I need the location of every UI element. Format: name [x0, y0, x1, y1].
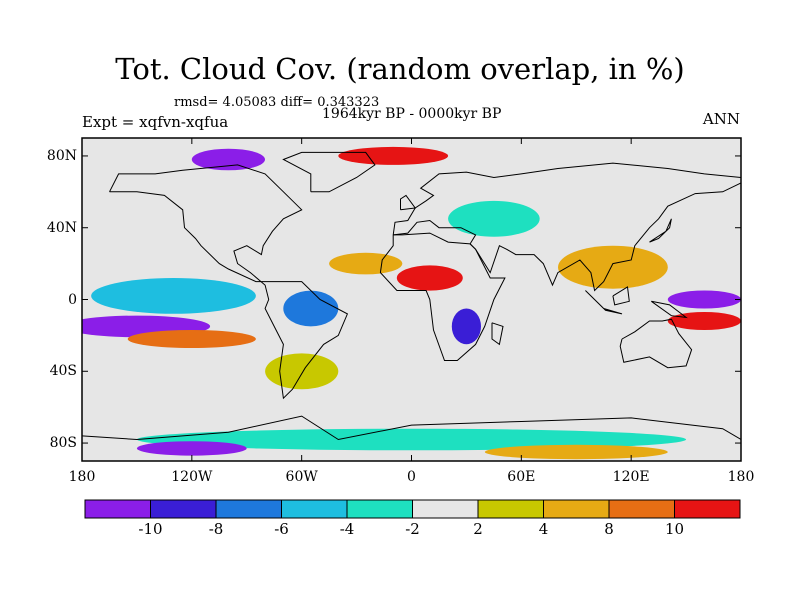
cloud-anomaly-field	[82, 146, 741, 460]
anomaly-patch	[191, 148, 265, 171]
colorbar-swatch	[477, 499, 544, 519]
colorbar-tick-label: -8	[208, 520, 224, 538]
world-map	[81, 137, 742, 462]
coastline	[379, 232, 506, 361]
colorbar-swatch	[412, 499, 479, 519]
colorbar-swatch	[608, 499, 675, 519]
coastline	[109, 164, 349, 400]
lat-tick-label: 0	[68, 291, 77, 308]
colorbar-swatch	[281, 499, 348, 519]
lon-tick-label: 120W	[171, 469, 213, 485]
anomaly-patch	[667, 290, 741, 309]
anomaly-patch	[558, 245, 668, 289]
anomaly-patch	[329, 252, 403, 275]
lon-tick-label: 60W	[285, 469, 318, 485]
colorbar-swatch	[543, 499, 610, 519]
colorbar-tick-label: 8	[604, 520, 614, 538]
anomaly-patch	[91, 278, 256, 314]
coastline	[491, 322, 504, 346]
colorbar-swatch	[84, 499, 151, 519]
lon-tick-label: 60E	[507, 469, 536, 485]
lat-tick-label: 80N	[46, 147, 77, 164]
coastline	[651, 300, 688, 319]
anomaly-patch	[396, 265, 463, 291]
coastline	[619, 318, 693, 369]
anomaly-patch	[136, 441, 247, 456]
stats-line: rmsd= 4.05083 diff= 0.343323	[174, 95, 380, 110]
anomaly-patch	[338, 146, 449, 165]
lat-tick-label: 40N	[46, 219, 77, 236]
period-line: 1964kyr BP - 0000kyr BP	[322, 106, 502, 122]
coastlines	[82, 151, 741, 441]
coastline	[282, 151, 376, 193]
coastline	[612, 286, 630, 306]
colorbar-tick-label: -2	[405, 520, 420, 538]
colorbar	[84, 499, 741, 519]
anomaly-patch	[283, 290, 339, 327]
lat-tick-label: 80S	[49, 435, 77, 452]
anomaly-patch	[451, 308, 481, 345]
colorbar-swatch	[150, 499, 217, 519]
lat-tick-label: 40S	[49, 363, 77, 380]
anomaly-patch	[448, 200, 540, 237]
lon-tick-label: 180	[68, 469, 96, 485]
season-label: ANN	[702, 110, 740, 128]
coastline	[400, 194, 417, 211]
anomaly-patch	[484, 444, 668, 460]
colorbar-tick-label: 2	[473, 520, 483, 538]
coastline	[585, 290, 623, 315]
anomaly-patch	[667, 312, 741, 330]
colorbar-tick-label: -6	[274, 520, 289, 538]
lon-tick-label: 180	[727, 469, 755, 485]
coastline	[649, 218, 672, 243]
colorbar-tick-label: 4	[538, 520, 549, 538]
colorbar-swatch	[346, 499, 413, 519]
experiment-line: Expt = xqfvn-xqfua	[82, 113, 229, 131]
colorbar-swatch	[215, 499, 282, 519]
colorbar-swatch	[674, 499, 741, 519]
anomaly-patch	[127, 330, 256, 348]
plot-title: Tot. Cloud Cov. (random overlap, in %)	[115, 52, 685, 86]
lon-tick-label: 0	[407, 469, 416, 485]
anomaly-patch	[265, 353, 339, 390]
colorbar-tick-label: -4	[339, 520, 355, 538]
anomaly-patch	[136, 428, 687, 451]
colorbar-tick-label: -10	[138, 520, 163, 538]
coastline	[82, 415, 741, 441]
coastline	[392, 162, 741, 292]
colorbar-tick-label: 10	[664, 520, 685, 538]
lon-tick-label: 120E	[612, 469, 650, 485]
